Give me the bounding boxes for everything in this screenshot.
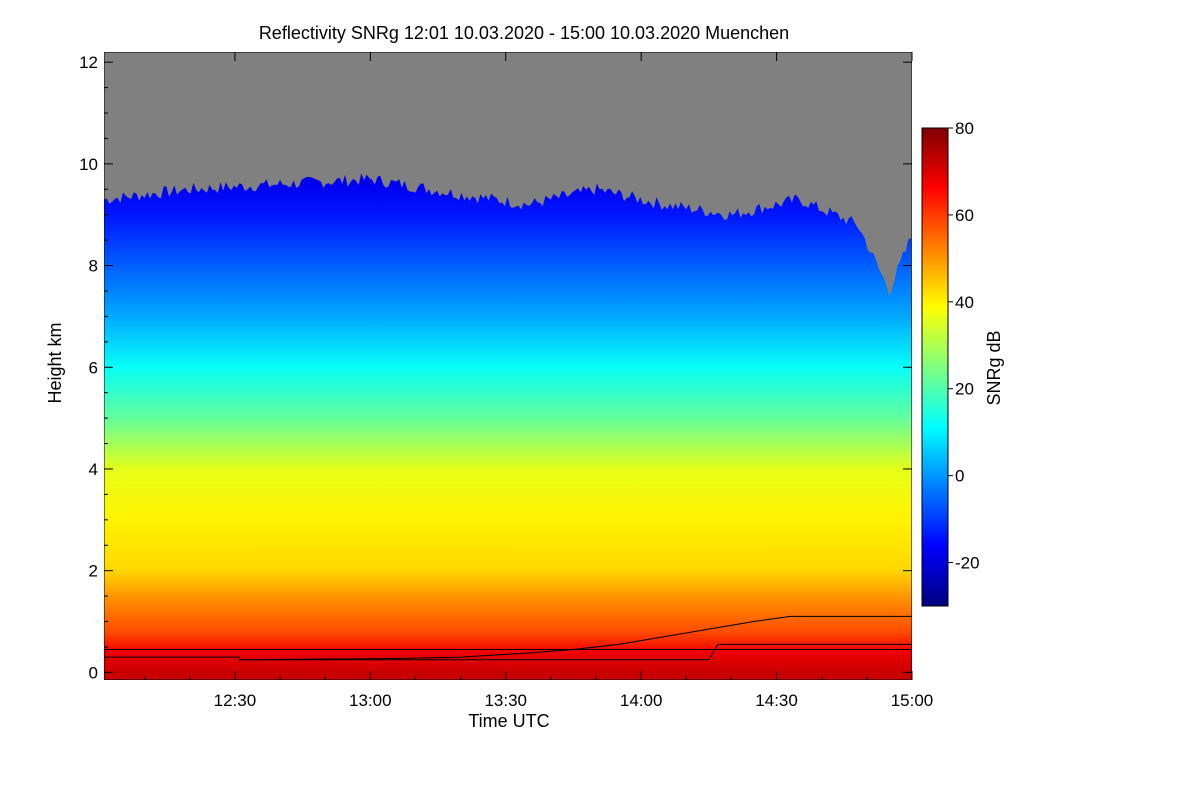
y-tick-label: 12 (79, 53, 98, 72)
boundary-lines (104, 615, 912, 661)
x-tick-label: 15:00 (891, 691, 934, 710)
boundary-line-3 (239, 643, 912, 661)
chart-title: Reflectivity SNRg 12:01 10.03.2020 - 15:… (259, 23, 789, 43)
colorbar-tick-label: -20 (955, 554, 980, 573)
colorbar-title: SNRg dB (984, 330, 1004, 405)
y-tick-label: 6 (89, 358, 98, 377)
y-tick-label: 8 (89, 257, 98, 276)
signal-area (104, 173, 912, 680)
x-tick-label: 13:00 (349, 691, 392, 710)
y-tick-label: 4 (89, 460, 98, 479)
colorbar-tick-label: 0 (955, 467, 964, 486)
plot-area (104, 52, 912, 680)
y-axis: 0 2 4 6 8 10 12 (79, 53, 912, 682)
colorbar-tick-label: 80 (955, 119, 974, 138)
colorbar-ticks: -20 0 20 40 60 80 (948, 119, 980, 573)
x-axis: 12:30 13:00 13:30 14:00 14:30 15:00 (144, 52, 934, 710)
y-axis-title: Height km (45, 322, 65, 403)
y-tick-label: 10 (79, 155, 98, 174)
y-tick-label: 0 (89, 663, 98, 682)
colorbar-tick-label: 40 (955, 293, 974, 312)
x-tick-label: 14:30 (755, 691, 798, 710)
colorbar-tick-label: 20 (955, 380, 974, 399)
x-axis-title: Time UTC (468, 711, 549, 731)
x-tick-label: 12:30 (214, 691, 257, 710)
colorbar-tick-label: 60 (955, 206, 974, 225)
x-tick-label: 14:00 (620, 691, 663, 710)
colorbar: -20 0 20 40 60 80 (921, 119, 980, 607)
y-tick-label: 2 (89, 562, 98, 581)
x-tick-label: 13:30 (484, 691, 527, 710)
colorbar-scale (921, 127, 949, 607)
